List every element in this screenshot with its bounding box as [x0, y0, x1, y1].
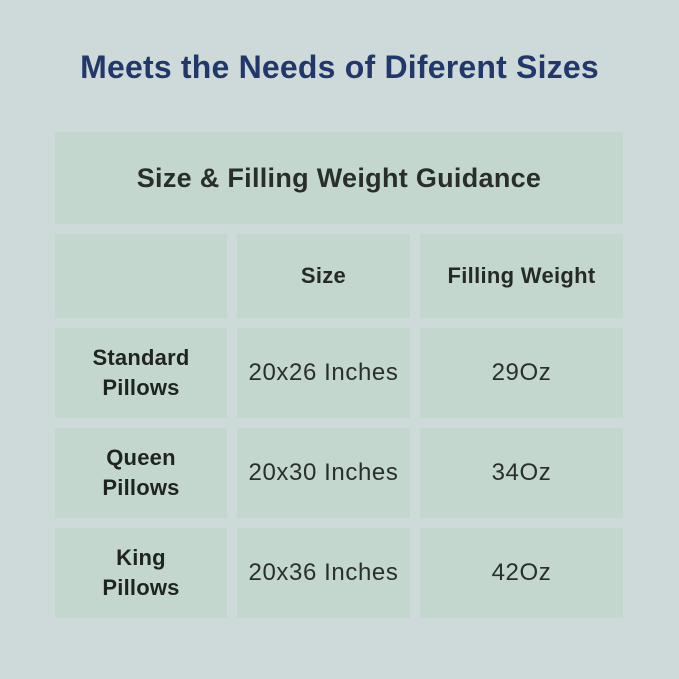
table-caption: Size & Filling Weight Guidance	[55, 132, 623, 224]
weight-cell-standard: 29Oz	[420, 328, 623, 418]
size-cell-standard: 20x26 Inches	[237, 328, 410, 418]
column-header-blank	[55, 234, 227, 318]
page-title: Meets the Needs of Diferent Sizes	[80, 49, 599, 85]
size-cell-king: 20x36 Inches	[237, 528, 410, 618]
weight-cell-queen: 34Oz	[420, 428, 623, 518]
row-label-queen-pillows: Queen Pillows	[55, 428, 227, 518]
row-label-standard-pillows: Standard Pillows	[55, 328, 227, 418]
column-header-filling-weight: Filling Weight	[420, 234, 623, 318]
column-header-size: Size	[237, 234, 410, 318]
row-label-king-pillows: King Pillows	[55, 528, 227, 618]
weight-cell-king: 42Oz	[420, 528, 623, 618]
size-weight-table: Size & Filling Weight Guidance Size Fill…	[55, 132, 623, 618]
size-cell-queen: 20x30 Inches	[237, 428, 410, 518]
table-grid: Size Filling Weight Standard Pillows 20x…	[55, 234, 623, 618]
